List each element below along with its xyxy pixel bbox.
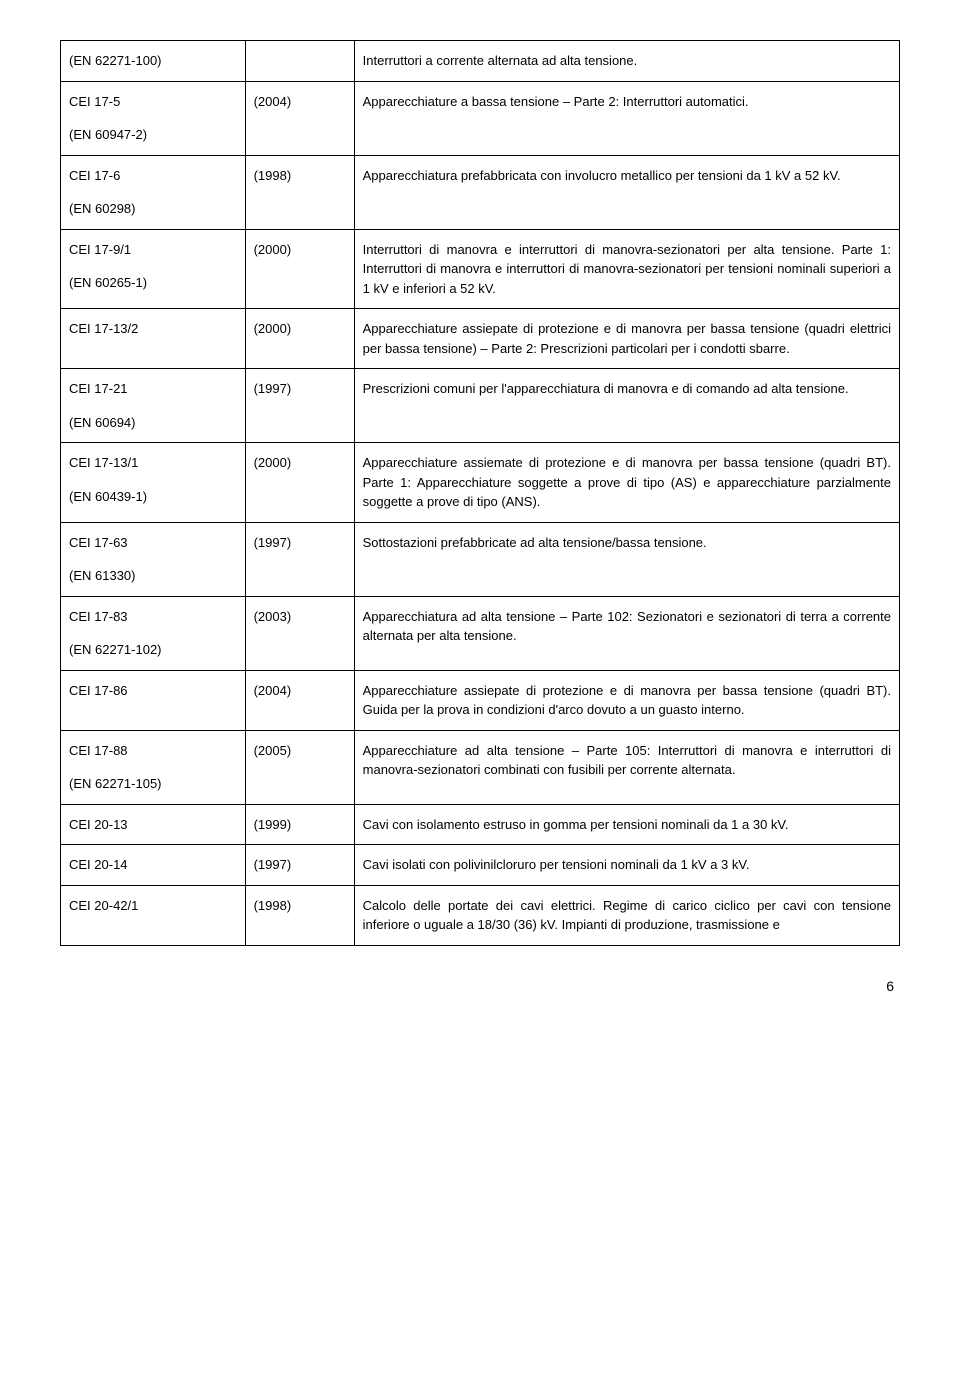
table-row: CEI 17-13/2 (2000)Apparecchiature assiepa…	[61, 309, 900, 369]
standard-code-cell: CEI 20-14	[61, 845, 246, 886]
standard-description-cell: Apparecchiature a bassa tensione – Parte…	[354, 81, 899, 155]
table-row: CEI 17-6 (EN 60298) (1998)Apparecchiatura …	[61, 155, 900, 229]
standard-code-primary: CEI 17-21	[69, 379, 237, 399]
table-row: CEI 17-13/1 (EN 60439-1) (2000)Apparecchia…	[61, 443, 900, 523]
standard-code-cell: CEI 17-6 (EN 60298)	[61, 155, 246, 229]
standard-description-cell: Cavi isolati con polivinilcloruro per te…	[354, 845, 899, 886]
table-row: CEI 20-13 (1999)Cavi con isolamento estru…	[61, 804, 900, 845]
standard-code-secondary: (EN 62271-102)	[69, 640, 237, 660]
standard-code-secondary: (EN 60694)	[69, 413, 237, 433]
standard-year-cell: (1997)	[245, 845, 354, 886]
standard-year-cell: (2004)	[245, 81, 354, 155]
standard-code-secondary: (EN 60439-1)	[69, 487, 237, 507]
standard-year-cell: (2004)	[245, 670, 354, 730]
standard-code-cell: CEI 17-83 (EN 62271-102)	[61, 596, 246, 670]
standard-description-cell: Apparecchiature assiemate di protezione …	[354, 443, 899, 523]
standard-code-secondary: (EN 62271-105)	[69, 774, 237, 794]
standard-year-cell: (2000)	[245, 229, 354, 309]
standard-year-cell: (1998)	[245, 155, 354, 229]
table-row: CEI 20-14 (1997)Cavi isolati con polivini…	[61, 845, 900, 886]
standard-code-primary: CEI 17-13/2	[69, 319, 237, 339]
standard-code-cell: CEI 17-9/1 (EN 60265-1)	[61, 229, 246, 309]
standard-description-cell: Interruttori a corrente alternata ad alt…	[354, 41, 899, 82]
standard-code-cell: CEI 20-42/1	[61, 885, 246, 945]
table-row: CEI 17-21 (EN 60694) (1997)Prescrizioni co…	[61, 369, 900, 443]
standard-year-cell: (1998)	[245, 885, 354, 945]
table-row: CEI 17-88 (EN 62271-105) (2005)Apparecchia…	[61, 730, 900, 804]
standard-year-cell: (1997)	[245, 522, 354, 596]
standard-code-secondary: (EN 60298)	[69, 199, 237, 219]
standard-code-cell: CEI 20-13	[61, 804, 246, 845]
standard-code-primary: CEI 17-88	[69, 741, 237, 761]
standard-description-cell: Apparecchiatura prefabbricata con involu…	[354, 155, 899, 229]
standards-table: (EN 62271-100) Interruttori a corrente al…	[60, 40, 900, 946]
table-row: (EN 62271-100) Interruttori a corrente al…	[61, 41, 900, 82]
standard-year-cell: (2000)	[245, 443, 354, 523]
standard-code-primary: CEI 17-63	[69, 533, 237, 553]
standard-description-cell: Calcolo delle portate dei cavi elettrici…	[354, 885, 899, 945]
standard-description-cell: Sottostazioni prefabbricate ad alta tens…	[354, 522, 899, 596]
table-row: CEI 17-86 (2004)Apparecchiature assiepate…	[61, 670, 900, 730]
standard-description-cell: Cavi con isolamento estruso in gomma per…	[354, 804, 899, 845]
standard-description-cell: Apparecchiature ad alta tensione – Parte…	[354, 730, 899, 804]
standard-description-cell: Apparecchiature assiepate di protezione …	[354, 309, 899, 369]
standard-code-cell: (EN 62271-100)	[61, 41, 246, 82]
standard-code-primary: CEI 17-13/1	[69, 453, 237, 473]
standard-code-primary: (EN 62271-100)	[69, 51, 237, 71]
standard-description-cell: Apparecchiature assiepate di protezione …	[354, 670, 899, 730]
standard-code-cell: CEI 17-86	[61, 670, 246, 730]
standard-year-cell: (2000)	[245, 309, 354, 369]
table-row: CEI 17-5 (EN 60947-2) (2004)Apparecchiatur…	[61, 81, 900, 155]
standard-code-cell: CEI 17-21 (EN 60694)	[61, 369, 246, 443]
standard-code-primary: CEI 20-42/1	[69, 896, 237, 916]
standard-code-primary: CEI 20-14	[69, 855, 237, 875]
standard-year-cell: (1999)	[245, 804, 354, 845]
table-row: CEI 20-42/1 (1998)Calcolo delle portate d…	[61, 885, 900, 945]
standards-table-body: (EN 62271-100) Interruttori a corrente al…	[61, 41, 900, 946]
standard-code-primary: CEI 17-6	[69, 166, 237, 186]
standard-description-cell: Apparecchiatura ad alta tensione – Parte…	[354, 596, 899, 670]
table-row: CEI 17-83 (EN 62271-102) (2003)Apparecchia…	[61, 596, 900, 670]
standard-code-primary: CEI 20-13	[69, 815, 237, 835]
standard-code-cell: CEI 17-88 (EN 62271-105)	[61, 730, 246, 804]
standard-code-cell: CEI 17-63 (EN 61330)	[61, 522, 246, 596]
standard-description-cell: Interruttori di manovra e interruttori d…	[354, 229, 899, 309]
standard-year-cell: (2005)	[245, 730, 354, 804]
standard-code-cell: CEI 17-13/1 (EN 60439-1)	[61, 443, 246, 523]
standard-code-primary: CEI 17-83	[69, 607, 237, 627]
table-row: CEI 17-63 (EN 61330) (1997)Sottostazioni p…	[61, 522, 900, 596]
standard-code-primary: CEI 17-9/1	[69, 240, 237, 260]
standard-code-primary: CEI 17-5	[69, 92, 237, 112]
standard-code-primary: CEI 17-86	[69, 681, 237, 701]
table-row: CEI 17-9/1 (EN 60265-1) (2000)Interruttori…	[61, 229, 900, 309]
standard-code-cell: CEI 17-13/2	[61, 309, 246, 369]
page-number: 6	[60, 976, 900, 997]
standard-code-secondary: (EN 61330)	[69, 566, 237, 586]
standard-year-cell: (2003)	[245, 596, 354, 670]
standard-year-cell: (1997)	[245, 369, 354, 443]
standard-code-secondary: (EN 60947-2)	[69, 125, 237, 145]
standard-description-cell: Prescrizioni comuni per l'apparecchiatur…	[354, 369, 899, 443]
standard-year-cell	[245, 41, 354, 82]
standard-code-cell: CEI 17-5 (EN 60947-2)	[61, 81, 246, 155]
standard-code-secondary: (EN 60265-1)	[69, 273, 237, 293]
